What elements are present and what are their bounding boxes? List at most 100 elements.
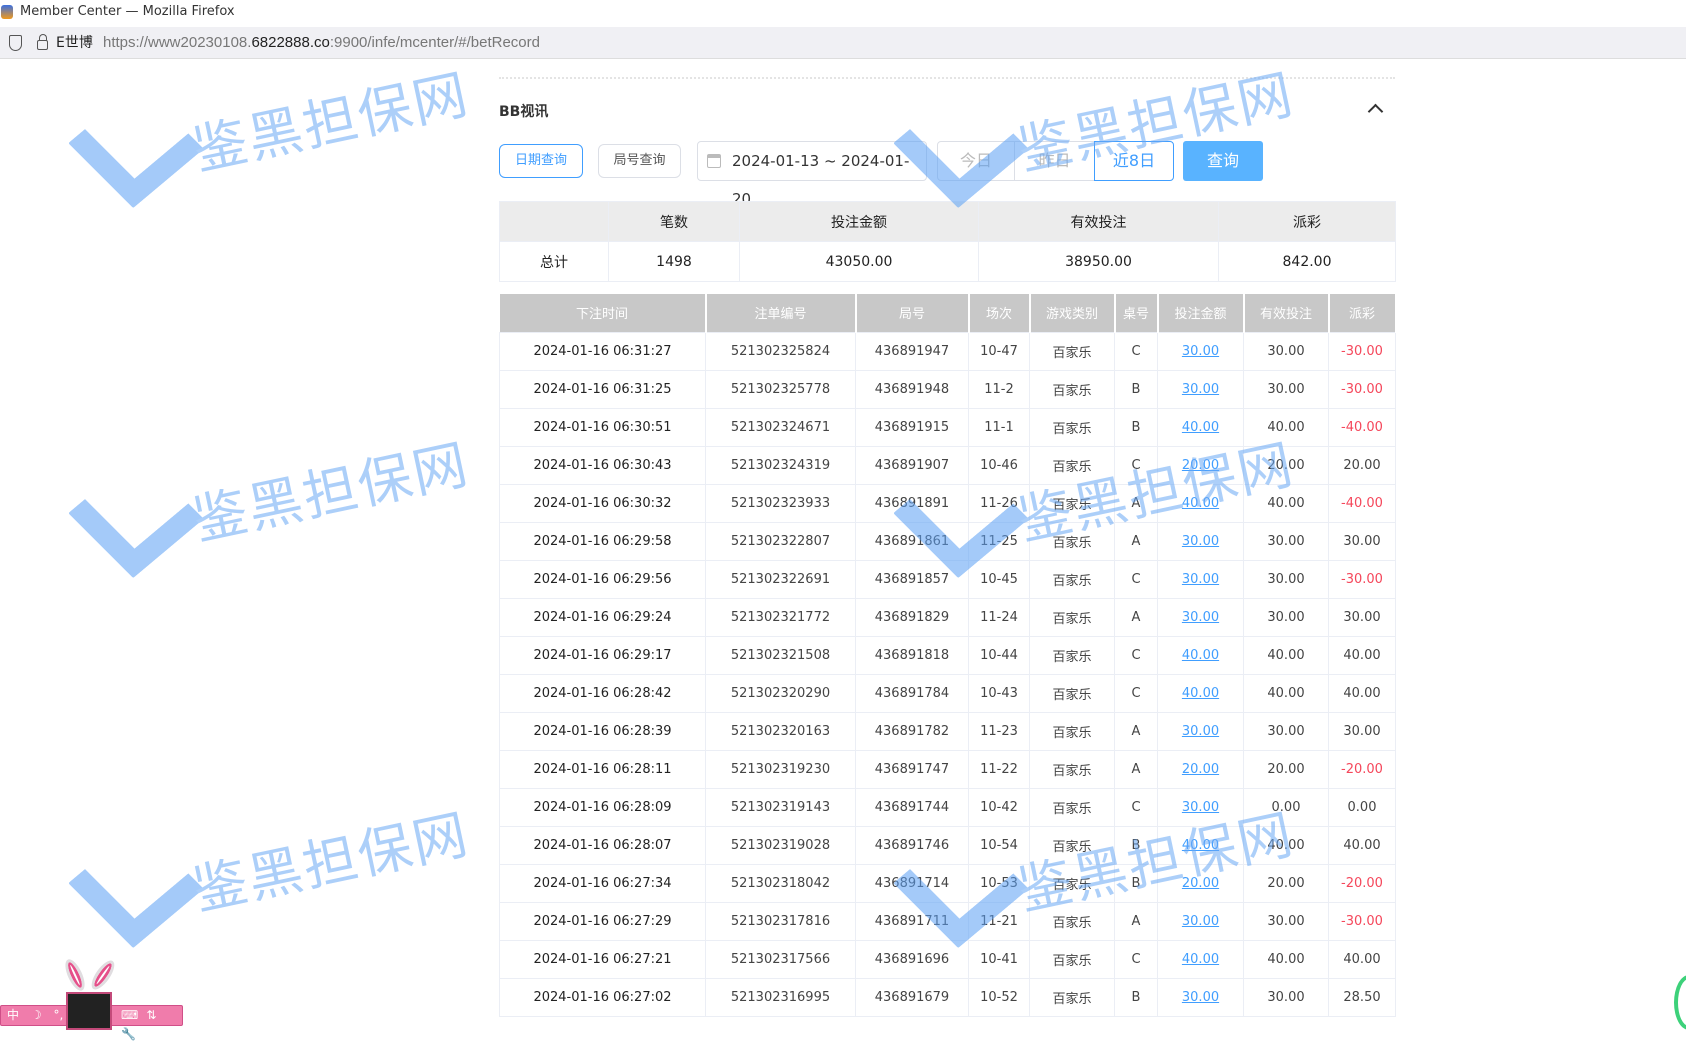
table-row: 2024-01-16 06:28:39 521302320163 436891782…: [499, 711, 1396, 751]
valid-bet-cell: 40.00: [1243, 483, 1329, 523]
bet-id-cell: 521302325824: [705, 331, 856, 371]
bet-record-table: 下注时间 注单编号 局号 场次 游戏类别 桌号 投注金额 有效投注 派彩 2024-01-16 …: [499, 294, 1397, 1017]
summary-cell: 842.00: [1218, 241, 1396, 282]
url-text[interactable]: https://www20230108.6822888.co:9900/infe…: [103, 34, 540, 51]
bet-id-cell: 521302317816: [705, 901, 856, 941]
site-identity[interactable]: E世博: [56, 35, 93, 51]
summary-header-cell: 有效投注: [978, 201, 1219, 242]
switch-icon[interactable]: ⇅: [146, 1008, 157, 1022]
bet-id-cell: 521302322691: [705, 559, 856, 599]
bet-id-cell: 521302321508: [705, 635, 856, 675]
bet-id-cell: 521302321772: [705, 597, 856, 637]
summary-header-cell: 派彩: [1218, 201, 1396, 242]
bet-amount-link[interactable]: 30.00: [1181, 343, 1220, 359]
watermark: 鉴黑担保网: [70, 430, 475, 560]
round-id-cell: 436891714: [855, 863, 969, 903]
date-range-picker[interactable]: 2024-01-13 ~ 2024-01-20: [697, 141, 927, 208]
column-header: 注单编号: [705, 294, 857, 332]
yesterday-button[interactable]: 昨日: [1014, 141, 1095, 181]
calendar-icon: [707, 154, 721, 168]
session-cell: 11-2: [968, 369, 1030, 409]
lock-icon[interactable]: [37, 34, 48, 50]
valid-bet-cell: 20.00: [1243, 749, 1329, 789]
watermark-logo-icon: [80, 460, 180, 550]
round-id-cell: 436891784: [855, 673, 969, 713]
bet-amount-link[interactable]: 30.00: [1181, 723, 1220, 739]
bet-amount-cell: 30.00: [1157, 977, 1244, 1017]
search-button[interactable]: 查询: [1183, 141, 1263, 181]
ime-lang-button[interactable]: 中: [7, 1008, 20, 1022]
bet-amount-link[interactable]: 30.00: [1181, 571, 1220, 587]
bet-amount-link[interactable]: 20.00: [1181, 761, 1220, 777]
payout-cell: -30.00: [1328, 901, 1396, 941]
bet-amount-link[interactable]: 20.00: [1181, 875, 1220, 891]
column-header: 局号: [855, 294, 970, 332]
bet-id-cell: 521302319230: [705, 749, 856, 789]
bet-amount-link[interactable]: 30.00: [1181, 799, 1220, 815]
watermark-text: 鉴黑担保网: [187, 62, 475, 183]
table-row: 2024-01-16 06:29:58 521302322807 436891861…: [499, 521, 1396, 561]
chevron-up-icon[interactable]: [1367, 103, 1384, 120]
punctuation-icon[interactable]: °,: [53, 1008, 64, 1022]
table-no-cell: A: [1114, 749, 1158, 789]
date-range-value: 2024-01-13 ~ 2024-01-20: [732, 152, 910, 208]
table-row: 2024-01-16 06:28:09 521302319143 436891744…: [499, 787, 1396, 827]
floating-widget[interactable]: [1674, 975, 1686, 1030]
bet-time-cell: 2024-01-16 06:31:25: [499, 369, 706, 409]
bet-amount-cell: 20.00: [1157, 749, 1244, 789]
table-no-cell: B: [1114, 407, 1158, 447]
bet-amount-link[interactable]: 30.00: [1181, 989, 1220, 1005]
keyboard-icon[interactable]: ⌨: [121, 1008, 139, 1022]
last-8-days-button[interactable]: 近8日: [1094, 141, 1174, 181]
ime-avatar[interactable]: [66, 992, 112, 1030]
date-query-tab[interactable]: 日期查询: [499, 144, 583, 178]
watermark-text: 鉴黑担保网: [187, 432, 475, 553]
table-row: 2024-01-16 06:30:51 521302324671 436891915…: [499, 407, 1396, 447]
table-row: 2024-01-16 06:29:24 521302321772 436891829…: [499, 597, 1396, 637]
game-type-cell: 百家乐: [1029, 445, 1115, 485]
moon-icon[interactable]: ☽: [30, 1008, 42, 1022]
bet-time-cell: 2024-01-16 06:28:39: [499, 711, 706, 751]
round-query-tab[interactable]: 局号查询: [598, 144, 681, 178]
bet-amount-link[interactable]: 40.00: [1181, 685, 1220, 701]
summary-cell: 43050.00: [739, 241, 979, 282]
window-title: Member Center — Mozilla Firefox: [20, 4, 235, 19]
bet-amount-link[interactable]: 30.00: [1181, 913, 1220, 929]
bet-amount-link[interactable]: 40.00: [1181, 951, 1220, 967]
bet-amount-cell: 40.00: [1157, 939, 1244, 979]
url-bar[interactable]: E世博 https://www20230108.6822888.co:9900/…: [0, 27, 1686, 59]
bet-amount-link[interactable]: 40.00: [1181, 647, 1220, 663]
today-button[interactable]: 今日: [937, 141, 1015, 181]
bet-amount-cell: 30.00: [1157, 521, 1244, 561]
payout-cell: -20.00: [1328, 863, 1396, 903]
session-cell: 11-26: [968, 483, 1030, 523]
wrench-icon[interactable]: 🔧: [121, 1027, 136, 1041]
round-id-cell: 436891782: [855, 711, 969, 751]
table-no-cell: C: [1114, 635, 1158, 675]
payout-cell: 40.00: [1328, 673, 1396, 713]
bet-amount-link[interactable]: 30.00: [1181, 533, 1220, 549]
round-id-cell: 436891711: [855, 901, 969, 941]
valid-bet-cell: 40.00: [1243, 939, 1329, 979]
bet-amount-link[interactable]: 40.00: [1181, 419, 1220, 435]
summary-cell: 1498: [608, 241, 740, 282]
bet-amount-link[interactable]: 30.00: [1181, 609, 1220, 625]
bet-amount-cell: 30.00: [1157, 597, 1244, 637]
table-row: 2024-01-16 06:27:34 521302318042 436891714…: [499, 863, 1396, 903]
bet-id-cell: 521302323933: [705, 483, 856, 523]
session-cell: 10-46: [968, 445, 1030, 485]
bet-amount-cell: 40.00: [1157, 407, 1244, 447]
bet-amount-link[interactable]: 40.00: [1181, 837, 1220, 853]
shield-icon[interactable]: [9, 35, 22, 51]
bet-amount-link[interactable]: 40.00: [1181, 495, 1220, 511]
game-type-cell: 百家乐: [1029, 863, 1115, 903]
bet-time-cell: 2024-01-16 06:31:27: [499, 331, 706, 371]
session-cell: 10-44: [968, 635, 1030, 675]
bet-amount-link[interactable]: 30.00: [1181, 381, 1220, 397]
bet-amount-link[interactable]: 20.00: [1181, 457, 1220, 473]
valid-bet-cell: 30.00: [1243, 597, 1329, 637]
round-id-cell: 436891948: [855, 369, 969, 409]
summary-header-cell: 投注金额: [739, 201, 979, 242]
bet-id-cell: 521302325778: [705, 369, 856, 409]
round-id-cell: 436891744: [855, 787, 969, 827]
